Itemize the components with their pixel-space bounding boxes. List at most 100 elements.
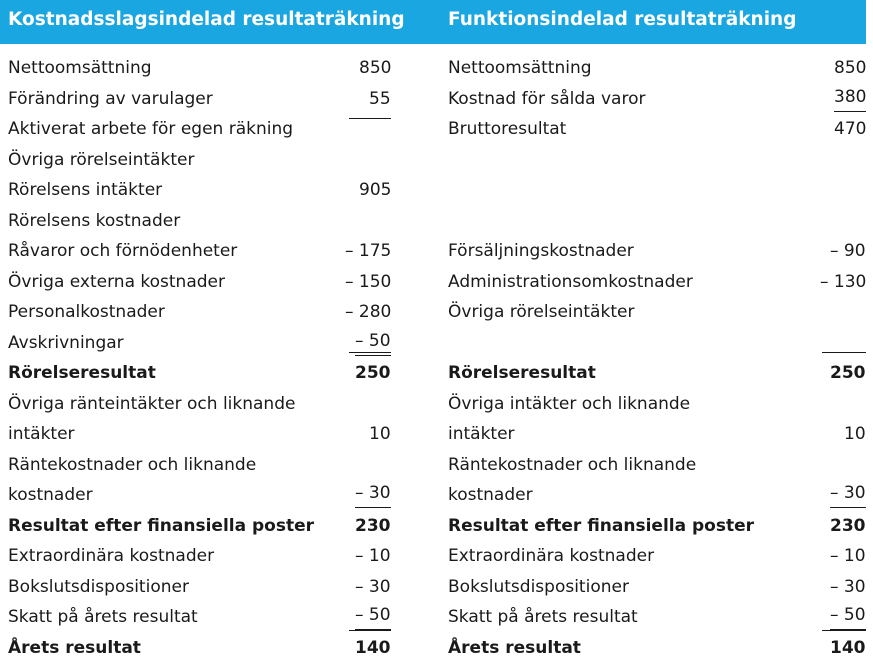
row-value: 905 xyxy=(359,180,392,200)
row-value: – 150 xyxy=(345,271,392,292)
left-row: Personalkostnader – 280 xyxy=(8,297,393,327)
left-row: Rörelseresultat 250 xyxy=(8,358,393,388)
right-row: Räntekostnader och liknande xyxy=(448,450,868,480)
row-value: 850 xyxy=(359,58,392,78)
row-label: Rörelsens kostnader xyxy=(8,210,181,231)
left-row: intäkter 10 xyxy=(8,419,393,449)
right-row: Årets resultat 140 xyxy=(448,633,868,663)
row-value: 250 xyxy=(830,363,866,383)
row-label: kostnader xyxy=(448,485,533,505)
row-value: 850 xyxy=(834,58,867,78)
right-row: Kostnad för sålda varor 380 xyxy=(448,84,868,114)
left-row: kostnader – 30 xyxy=(8,480,393,510)
row-label: intäkter xyxy=(448,424,515,444)
row-value: – 130 xyxy=(820,271,867,292)
row-label: Kostnad för sålda varor xyxy=(448,88,646,109)
row-value: 55 xyxy=(369,88,391,109)
row-label: Avskrivningar xyxy=(8,332,124,353)
left-row: Årets resultat 140 xyxy=(8,633,393,663)
left-row: Övriga ränteintäkter och liknande xyxy=(8,389,393,419)
left-row: Rörelsens kostnader xyxy=(8,206,393,236)
row-label: Extraordinära kostnader xyxy=(8,546,215,566)
row-label: Nettoomsättning xyxy=(448,58,592,78)
row-label: Årets resultat xyxy=(448,637,581,658)
left-row: Extraordinära kostnader – 10 xyxy=(8,541,393,571)
sum-separator-line xyxy=(349,352,391,353)
row-label: Resultat efter finansiella poster xyxy=(8,515,314,536)
left-row: Nettoomsättning 850 xyxy=(8,53,393,83)
left-row: Aktiverat arbete för egen räkning xyxy=(8,114,393,144)
row-label: Räntekostnader och liknande xyxy=(448,454,697,475)
row-label: Personalkostnader xyxy=(8,302,165,322)
sum-separator-line xyxy=(822,630,866,631)
row-label: Bokslutsdispositioner xyxy=(448,576,629,597)
row-label: Bruttoresultat xyxy=(448,119,567,139)
right-row: Resultat efter finansiella poster 230 xyxy=(448,511,868,541)
right-row: Försäljningskostnader – 90 xyxy=(448,236,868,266)
row-value: 250 xyxy=(355,363,391,383)
row-value: 140 xyxy=(355,637,391,658)
row-value: – 30 xyxy=(355,480,391,508)
row-label: Nettoomsättning xyxy=(8,58,152,78)
left-row: Bokslutsdispositioner – 30 xyxy=(8,572,393,602)
right-row xyxy=(448,145,868,175)
sum-separator-line xyxy=(349,118,391,119)
right-row: intäkter 10 xyxy=(448,419,868,449)
row-label: Rörelseresultat xyxy=(448,363,596,383)
row-label: Räntekostnader och liknande xyxy=(8,454,257,475)
row-label: Övriga rörelseintäkter xyxy=(8,149,195,170)
right-row: Skatt på årets resultat – 50 xyxy=(448,602,868,632)
left-row: Förändring av varulager 55 xyxy=(8,84,393,114)
row-label: kostnader xyxy=(8,485,93,505)
row-value: – 280 xyxy=(345,302,392,322)
row-value: – 30 xyxy=(830,576,866,597)
right-row xyxy=(448,206,868,236)
row-value: – 50 xyxy=(830,602,866,630)
right-row: Nettoomsättning 850 xyxy=(448,53,868,83)
right-row: Bokslutsdispositioner – 30 xyxy=(448,572,868,602)
row-label: Bokslutsdispositioner xyxy=(8,576,189,597)
left-column-title: Kostnadsslagsindelad resultaträkning xyxy=(8,9,405,30)
row-label: Skatt på årets resultat xyxy=(448,607,638,627)
row-value: – 10 xyxy=(830,546,866,566)
left-row: Råvaror och förnödenheter – 175 xyxy=(8,236,393,266)
right-row: Extraordinära kostnader – 10 xyxy=(448,541,868,571)
right-row xyxy=(448,328,868,358)
row-label: Övriga ränteintäkter och liknande xyxy=(8,393,296,414)
row-value: – 10 xyxy=(355,546,391,566)
row-label: Aktiverat arbete för egen räkning xyxy=(8,119,294,139)
row-label: Resultat efter finansiella poster xyxy=(448,515,754,536)
row-label: Rörelseresultat xyxy=(8,363,156,383)
row-label: Försäljningskostnader xyxy=(448,241,634,261)
row-value: 10 xyxy=(369,424,391,444)
sum-separator-line xyxy=(349,630,391,631)
left-row: Övriga rörelseintäkter xyxy=(8,145,393,175)
row-value: 470 xyxy=(834,119,867,139)
row-label: Övriga externa kostnader xyxy=(8,271,225,292)
right-row xyxy=(448,175,868,205)
row-value: – 175 xyxy=(345,241,392,261)
row-value: 140 xyxy=(830,637,866,658)
row-value: 230 xyxy=(830,515,866,536)
row-value: 10 xyxy=(844,424,866,444)
left-row: Övriga externa kostnader – 150 xyxy=(8,267,393,297)
row-value: – 30 xyxy=(830,480,866,508)
right-row: Övriga intäkter och liknande xyxy=(448,389,868,419)
row-label: intäkter xyxy=(8,424,75,444)
row-label: Förändring av varulager xyxy=(8,88,213,109)
right-row: Övriga rörelseintäkter xyxy=(448,297,868,327)
row-label: Årets resultat xyxy=(8,637,141,658)
left-row: Skatt på årets resultat – 50 xyxy=(8,602,393,632)
row-value: – 50 xyxy=(355,328,391,356)
row-label: Administrationsomkostnader xyxy=(448,271,693,292)
row-label: Rörelsens intäkter xyxy=(8,180,163,200)
row-value: – 90 xyxy=(830,241,866,261)
right-row: Rörelseresultat 250 xyxy=(448,358,868,388)
left-row: Rörelsens intäkter 905 xyxy=(8,175,393,205)
left-row: Avskrivningar – 50 xyxy=(8,328,393,358)
right-row: Administrationsomkostnader – 130 xyxy=(448,267,868,297)
row-value: – 50 xyxy=(355,602,391,630)
row-label: Övriga intäkter och liknande xyxy=(448,393,691,414)
row-value: – 30 xyxy=(355,576,391,597)
row-value: 380 xyxy=(834,84,867,112)
